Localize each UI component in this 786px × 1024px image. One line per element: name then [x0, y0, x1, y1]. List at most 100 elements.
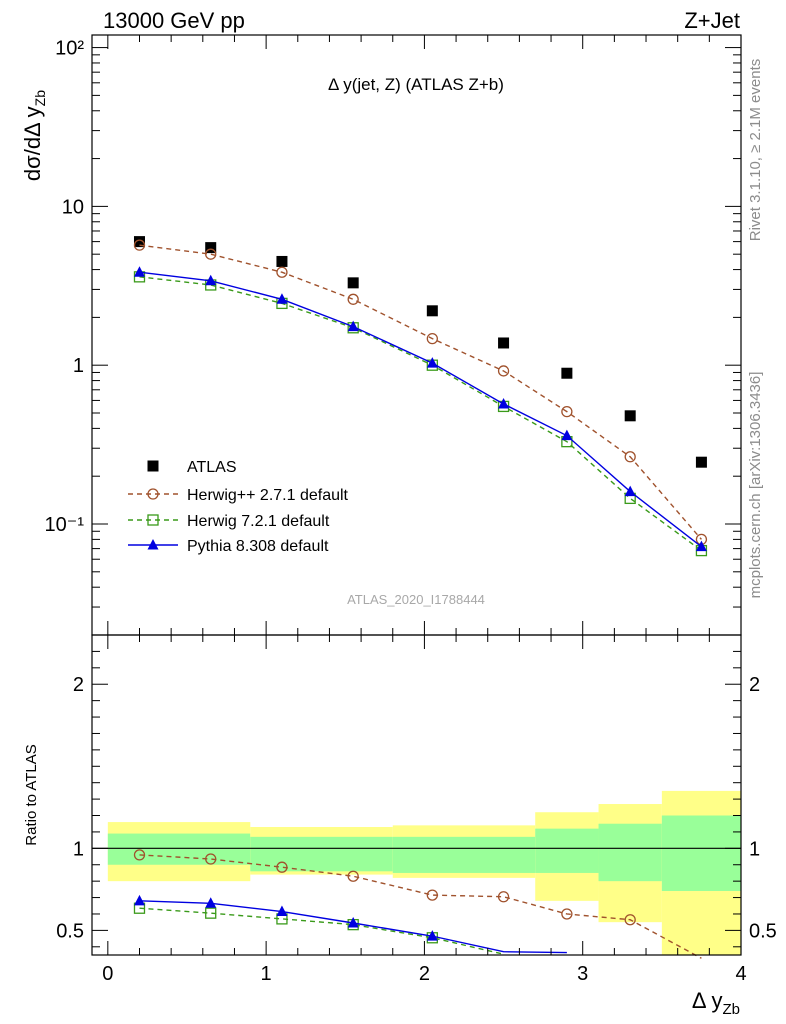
series-data	[133, 236, 707, 468]
data-point	[347, 277, 359, 289]
data-point	[276, 293, 288, 304]
ratio-point	[347, 917, 359, 928]
rivet-version-label: Rivet 3.1.10, ≥ 2.1M events	[747, 59, 764, 242]
legend-label: ATLAS	[187, 459, 237, 476]
ratio-y-tick-label: 0.5	[56, 920, 84, 942]
legend-entry: Pythia 8.308 default	[128, 538, 329, 555]
data-point	[426, 332, 438, 345]
ratio-point	[133, 894, 145, 906]
data-point	[347, 293, 359, 305]
x-tick-label: 3	[577, 963, 588, 985]
series-herwigpp	[133, 239, 708, 546]
x-tick-label: 4	[735, 963, 746, 985]
y-tick-label: 10²	[55, 38, 84, 60]
ratio-y-axis-label: Ratio to ATLAS	[23, 744, 40, 845]
inner-band	[535, 828, 599, 873]
legend: ATLAS Herwig++ 2.7.1 default Herwig 7.2.1 …	[128, 459, 349, 555]
ratio-plot-frame	[91, 634, 742, 956]
data-point	[561, 429, 573, 441]
data-point	[133, 239, 146, 251]
ratio-plot-panel: Ratio to ATLAS Δ yZb 0.5 0.5 1 1 2 2 0 1 2 3 4	[23, 634, 777, 1018]
data-point	[497, 365, 510, 377]
ratio-plot-marks	[92, 790, 741, 959]
data-point	[498, 397, 510, 409]
ratio-series-herwigpp	[133, 849, 702, 959]
main-plot-marks	[133, 236, 708, 557]
x-tick-label: 1	[261, 963, 272, 985]
data-point	[561, 405, 573, 418]
data-point	[695, 456, 707, 468]
legend-marker	[147, 460, 159, 472]
x-tick-label: 0	[102, 963, 113, 985]
legend-label: Herwig++ 2.7.1 default	[187, 487, 349, 504]
inner-band	[598, 823, 662, 882]
uncertainty-bands	[107, 790, 741, 955]
svg-text:dσ/dΔ yZb: dσ/dΔ yZb	[20, 90, 48, 181]
inner-band	[661, 815, 741, 891]
process-label: Z+Jet	[684, 8, 740, 33]
ratio-point	[276, 861, 288, 873]
main-plot-panel: Δ y(jet, Z) (ATLAS Z+b) ATLAS_2020_I1788…	[20, 34, 742, 636]
series-line-herwigpp	[139, 244, 702, 540]
y-axis-label: dσ/dΔ yZb	[20, 90, 48, 181]
main-plot-axes: 10² 10 1 10⁻¹	[45, 34, 742, 636]
mcplots-label: mcplots.cern.ch [arXiv:1306.3436]	[747, 372, 764, 599]
x-axis-label: Δ yZb	[692, 988, 740, 1018]
legend-entry: Herwig++ 2.7.1 default	[128, 487, 349, 504]
legend-marker	[147, 488, 159, 500]
series-line-pythia	[139, 271, 702, 548]
data-point	[276, 255, 288, 267]
legend-marker	[147, 539, 159, 550]
legend-label: Herwig 7.2.1 default	[187, 513, 330, 530]
data-point	[133, 236, 145, 248]
ratio-point	[205, 907, 217, 919]
data-point	[205, 248, 217, 260]
legend-entry: ATLAS	[147, 459, 237, 476]
y-tick-label: 10	[62, 196, 84, 218]
energy-label: 13000 GeV pp	[103, 8, 245, 33]
analysis-watermark: ATLAS_2020_I1788444	[347, 592, 485, 607]
data-point	[624, 410, 636, 422]
series-line-herwig7	[139, 276, 702, 552]
ratio-y-tick-label-right: 0.5	[749, 920, 777, 942]
ratio-series-pythia	[133, 894, 567, 954]
ratio-point	[347, 870, 359, 882]
ratio-y-tick-label: 1	[73, 838, 84, 860]
data-point	[426, 305, 438, 317]
legend-entry: Herwig 7.2.1 default	[128, 513, 330, 530]
plot-title: Δ y(jet, Z) (ATLAS Z+b)	[328, 75, 504, 94]
x-tick-label: 2	[419, 963, 430, 985]
data-point	[347, 320, 359, 332]
y-tick-label: 1	[73, 355, 84, 377]
y-tick-label: 10⁻¹	[45, 514, 85, 536]
data-point	[695, 540, 707, 552]
ratio-y-tick-label-right: 1	[749, 838, 760, 860]
ratio-y-tick-label-right: 2	[749, 674, 760, 696]
data-point	[561, 367, 573, 379]
series-pythia	[133, 266, 707, 552]
data-point	[426, 357, 438, 368]
ratio-series-herwig7	[133, 902, 504, 955]
ratio-point	[426, 930, 438, 941]
data-point	[624, 485, 636, 497]
ratio-point	[624, 914, 636, 926]
ratio-y-tick-label: 2	[73, 674, 84, 696]
data-point	[624, 451, 636, 463]
legend-label: Pythia 8.308 default	[187, 538, 329, 555]
ratio-line-herwig7	[139, 907, 504, 955]
ratio-point	[497, 891, 510, 903]
inner-band	[250, 836, 393, 872]
ratio-point	[561, 908, 573, 920]
data-point	[276, 266, 288, 278]
data-point	[498, 337, 510, 349]
inner-band	[107, 833, 251, 865]
ratio-point	[276, 905, 288, 917]
data-point	[205, 274, 217, 286]
ratio-point	[205, 897, 217, 908]
data-point	[133, 266, 145, 277]
legend-marker	[147, 514, 159, 526]
data-point	[205, 242, 217, 254]
inner-band	[392, 836, 536, 873]
ratio-point	[205, 853, 217, 865]
